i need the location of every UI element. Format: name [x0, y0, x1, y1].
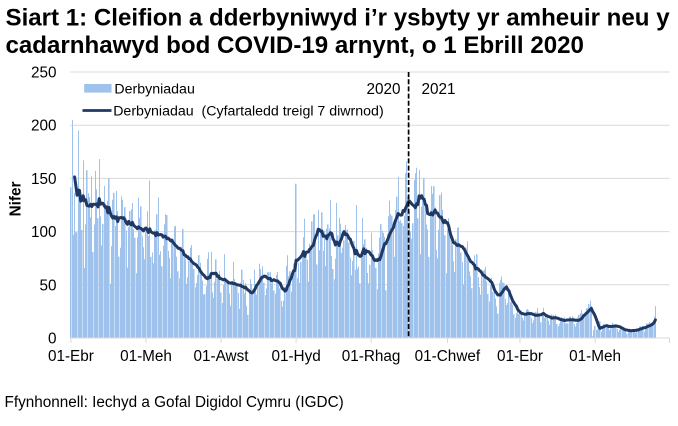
svg-text:2020: 2020 [366, 81, 400, 98]
svg-text:cadarnhawyd bod COVID-19 arnyn: cadarnhawyd bod COVID-19 arnynt, o 1 Ebr… [6, 32, 584, 59]
svg-text:Siart 1: Cleifion a dderbyniwy: Siart 1: Cleifion a dderbyniwyd i’r ysby… [6, 4, 671, 31]
svg-text:0: 0 [48, 331, 57, 348]
svg-text:Nifer: Nifer [8, 182, 25, 217]
svg-text:50: 50 [39, 277, 56, 294]
svg-text:150: 150 [31, 171, 57, 188]
svg-text:01-Ebr: 01-Ebr [497, 348, 543, 365]
svg-text:01-Awst: 01-Awst [194, 348, 250, 365]
svg-text:Derbyniadau (Cyfartaledd trei: Derbyniadau (Cyfartaledd treigl 7 diwrno… [113, 104, 383, 120]
svg-text:01-Meh: 01-Meh [569, 348, 621, 365]
svg-text:01-Chwef: 01-Chwef [415, 348, 481, 365]
svg-text:Ffynhonnell: Iechyd a Gofal Di: Ffynhonnell: Iechyd a Gofal Digidol Cymr… [5, 394, 344, 411]
svg-text:01-Meh: 01-Meh [120, 348, 172, 365]
svg-text:Derbyniadau: Derbyniadau [114, 81, 194, 97]
svg-text:200: 200 [31, 118, 57, 135]
svg-text:01-Ebr: 01-Ebr [48, 348, 94, 365]
svg-text:250: 250 [31, 65, 57, 82]
svg-text:01-Hyd: 01-Hyd [271, 348, 320, 365]
svg-text:100: 100 [31, 224, 57, 241]
svg-text:01-Rhag: 01-Rhag [342, 348, 401, 365]
svg-text:2021: 2021 [421, 81, 455, 98]
